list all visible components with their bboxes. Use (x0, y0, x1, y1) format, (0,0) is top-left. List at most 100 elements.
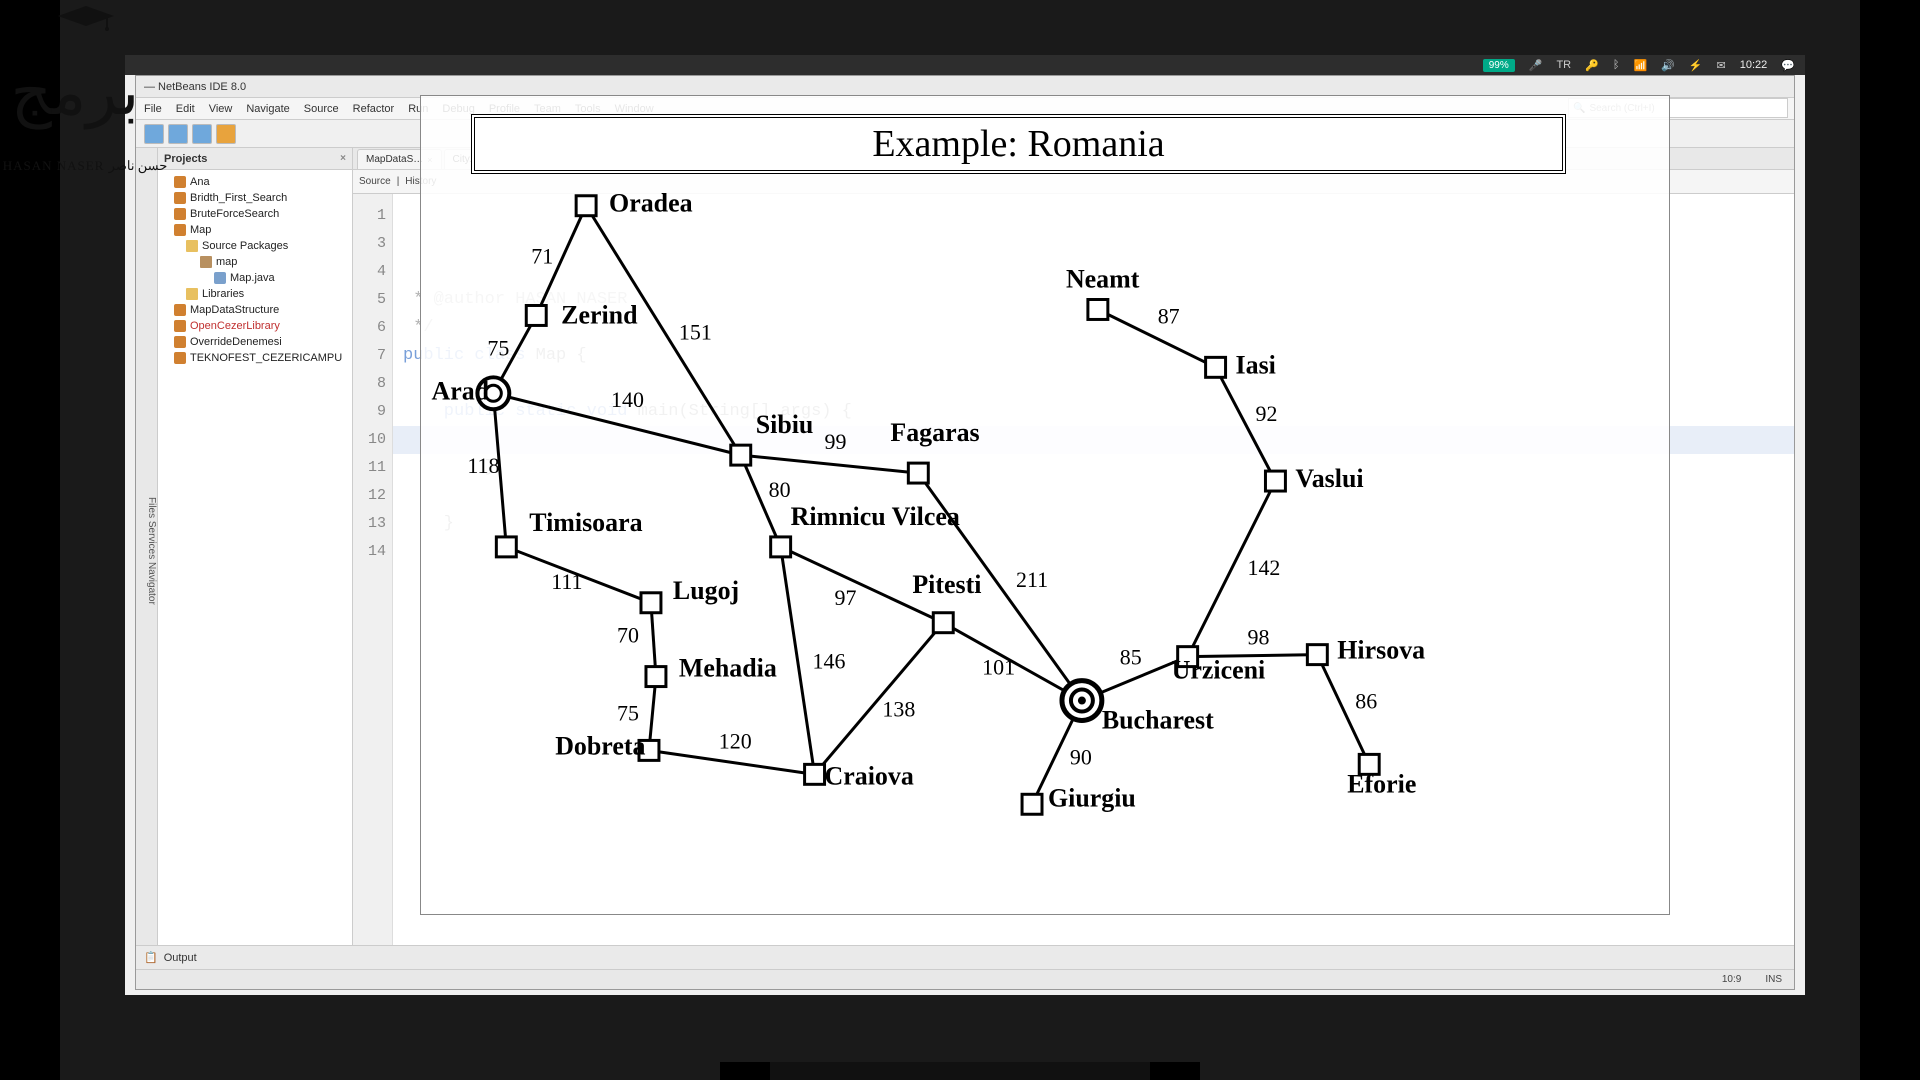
tree-item[interactable]: Source Packages (158, 238, 352, 254)
side-tab-rail[interactable]: Files Services Navigator (136, 148, 158, 945)
save-all-icon[interactable] (192, 124, 212, 144)
clock: 10:22 (1740, 59, 1768, 71)
undo-icon[interactable] (216, 124, 236, 144)
menu-refactor[interactable]: Refactor (353, 103, 395, 115)
editor-tab[interactable]: Bridth_First_Search.java× (510, 149, 647, 169)
tree-label: Map (190, 224, 211, 236)
editor-area: MapDataS…×City.java×Bridth_First_Search.… (353, 148, 1794, 945)
tree-label: Bridth_First_Search (190, 192, 287, 204)
project-tree[interactable]: Ana Bridth_First_Search BruteForceSearch Ma… (158, 170, 352, 945)
history-toggle[interactable]: History (405, 176, 436, 187)
tree-item[interactable]: MapDataStructure (158, 302, 352, 318)
channel-logo: برمج HASAN NASER حسن ناصر (0, 0, 160, 180)
proj-icon (174, 320, 186, 332)
search-icon: 🔍 (1573, 103, 1585, 114)
tree-item[interactable]: map (158, 254, 352, 270)
tree-item[interactable]: Map (158, 222, 352, 238)
tree-item[interactable]: Ana (158, 174, 352, 190)
tree-label: TEKNOFEST_CEZERICAMPU (190, 352, 342, 364)
menu-view[interactable]: View (209, 103, 233, 115)
proj-icon (174, 304, 186, 316)
folder-icon (186, 288, 198, 300)
key-icon: 🔑 (1585, 59, 1599, 72)
tree-label: OverrideDenemesi (190, 336, 282, 348)
tree-label: OpenCezerLibrary (190, 320, 280, 332)
output-icon: 📋 (144, 951, 158, 964)
menu-profile[interactable]: Profile (489, 103, 520, 115)
editor-tab[interactable]: MapDataS…× (357, 149, 442, 169)
proj-icon (174, 352, 186, 364)
menu-source[interactable]: Source (304, 103, 339, 115)
ide-window: — NetBeans IDE 8.0 FileEditViewNavigateS… (135, 75, 1795, 990)
proj-icon (174, 224, 186, 236)
output-panel[interactable]: 📋 Output (136, 945, 1794, 969)
tree-label: Source Packages (202, 240, 288, 252)
output-label: Output (164, 952, 197, 964)
tree-label: MapDataStructure (190, 304, 279, 316)
source-toggle[interactable]: Source (359, 176, 391, 187)
menu-team[interactable]: Team (534, 103, 561, 115)
proj-icon (174, 208, 186, 220)
ide-menubar: FileEditViewNavigateSourceRefactorRunDeb… (136, 98, 1794, 120)
ide-titlebar: — NetBeans IDE 8.0 (136, 76, 1794, 98)
logo-arabic: برمج (11, 56, 140, 130)
tree-item[interactable]: Libraries (158, 286, 352, 302)
tree-label: Ana (190, 176, 210, 188)
menu-edit[interactable]: Edit (176, 103, 195, 115)
system-bar: 99% 🎤 TR 🔑 ᛒ 📶 🔊 ⚡ ✉ 10:22 💬 (125, 55, 1805, 75)
gutter: 134567891011121314 (353, 194, 393, 945)
vol-icon: 🔊 (1661, 59, 1675, 72)
search-box[interactable]: 🔍 Search (Ctrl+I) (1568, 98, 1788, 118)
code: * @author HASAN NASER */ public class Ma… (403, 202, 1794, 566)
menu-window[interactable]: Window (615, 103, 654, 115)
projects-panel: Projects × Ana Bridth_First_Search BruteFo… (158, 148, 353, 945)
tree-label: Map.java (230, 272, 275, 284)
pkg-icon (200, 256, 212, 268)
close-icon[interactable]: × (427, 155, 432, 165)
editor-toolbar: Source | History (353, 170, 1794, 194)
tree-item[interactable]: OpenCezerLibrary (158, 318, 352, 334)
editor-content[interactable]: 134567891011121314 * @author HASAN NASER… (353, 194, 1794, 945)
tree-item[interactable]: BruteForceSearch (158, 206, 352, 222)
close-icon[interactable]: × (712, 155, 717, 165)
proj-icon (174, 336, 186, 348)
editor-tabs: MapDataS…×City.java×Bridth_First_Search.… (353, 148, 1794, 170)
tree-item[interactable]: TEKNOFEST_CEZERICAMPU (158, 350, 352, 366)
status-bar: 10:9 INS (136, 969, 1794, 989)
close-icon[interactable]: × (784, 155, 789, 165)
lang-indicator: TR (1556, 59, 1571, 71)
open-icon[interactable] (168, 124, 188, 144)
editor-tab[interactable]: Map.java× (728, 149, 798, 169)
ins-mode: INS (1765, 974, 1782, 985)
editor-tab[interactable]: City.java× (444, 149, 509, 169)
ide-toolbar (136, 120, 1794, 148)
logo-name: HASAN NASER حسن ناصر (0, 158, 170, 174)
folder-icon (186, 240, 198, 252)
power-icon: ⚡ (1689, 59, 1703, 72)
tree-label: BruteForceSearch (190, 208, 279, 220)
notif-icon: 💬 (1781, 59, 1795, 72)
wifi-icon: 📶 (1633, 59, 1647, 72)
projects-header: Projects × (158, 148, 352, 170)
tree-item[interactable]: Map.java (158, 270, 352, 286)
editor-tab[interactable]: Nodes.java× (649, 149, 726, 169)
tree-item[interactable]: OverrideDenemesi (158, 334, 352, 350)
menu-tools[interactable]: Tools (575, 103, 601, 115)
menu-navigate[interactable]: Navigate (246, 103, 289, 115)
menu-run[interactable]: Run (408, 103, 428, 115)
projects-title: Projects (164, 153, 207, 165)
close-icon[interactable]: × (494, 155, 499, 165)
search-placeholder: Search (Ctrl+I) (1589, 103, 1654, 114)
bt-icon: ᛒ (1613, 59, 1620, 71)
proj-icon (174, 192, 186, 204)
tree-item[interactable]: Bridth_First_Search (158, 190, 352, 206)
battery-badge: 99% (1483, 59, 1515, 72)
mic-icon: 🎤 (1529, 59, 1543, 72)
menu-debug[interactable]: Debug (442, 103, 474, 115)
tree-label: map (216, 256, 237, 268)
close-icon[interactable]: × (633, 155, 638, 165)
close-icon[interactable]: × (340, 153, 346, 164)
mail-icon: ✉ (1717, 59, 1726, 72)
proj-icon (174, 176, 186, 188)
java-icon (214, 272, 226, 284)
